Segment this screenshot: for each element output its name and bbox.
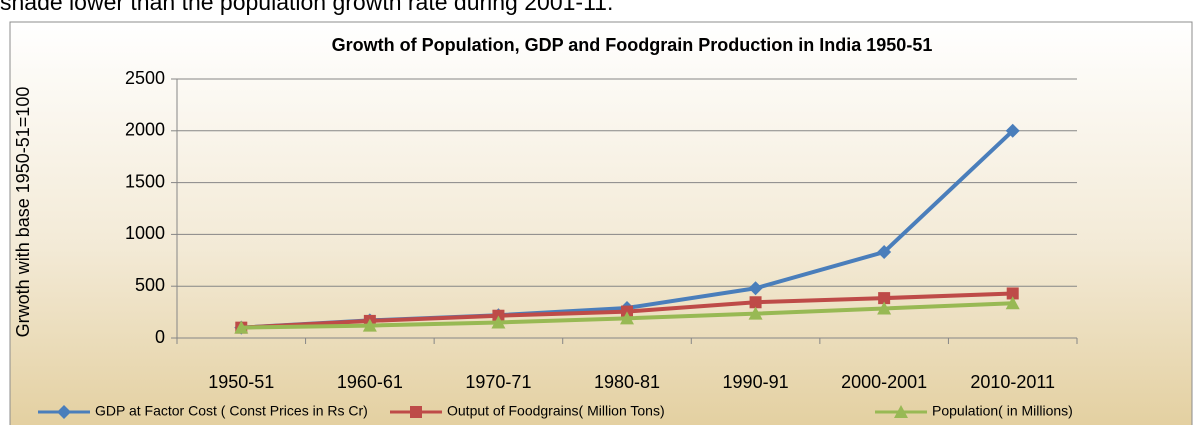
x-tick-label: 1960-61 [337,372,403,392]
x-tick-label: 2000-2001 [841,372,927,392]
point-marker [877,301,892,315]
point-marker [878,292,891,305]
y-axis-label: Grwoth with base 1950-51=100 [13,87,33,338]
legend-label: Population( in Millions) [932,403,1073,419]
point-marker [1006,287,1019,300]
point-marker [620,311,634,325]
point-marker [362,318,377,332]
point-marker [234,320,249,334]
y-tick-label: 1500 [125,171,165,191]
legend-label: Output of Foodgrains( Million Tons) [447,403,665,419]
x-tick-label: 2010-2011 [970,372,1055,392]
y-tick-label: 0 [155,327,165,347]
point-marker [491,315,506,329]
chart-area [9,21,1193,425]
y-tick-label: 2500 [125,68,165,88]
chart-title: Growth of Population, GDP and Foodgrain … [332,35,933,55]
x-tick-label: 1950-51 [208,372,274,392]
y-tick-label: 2000 [125,120,165,140]
point-marker [1005,123,1020,138]
text-above: shade lower than the population growth r… [0,0,613,15]
point-marker [748,306,763,320]
y-tick-label: 1000 [125,223,165,243]
point-marker [877,245,892,260]
x-tick-label: 1980-81 [594,372,660,392]
point-marker [748,281,763,296]
x-tick-label: 1970-71 [465,372,531,392]
legend-marker [410,406,422,418]
x-tick-label: 1990-91 [723,372,789,392]
point-marker [1005,296,1020,310]
legend-marker [894,405,908,418]
point-marker [749,296,762,309]
legend-label: GDP at Factor Cost ( Const Prices in Rs … [95,403,368,419]
y-tick-label: 500 [135,275,165,295]
legend-marker [57,405,71,419]
